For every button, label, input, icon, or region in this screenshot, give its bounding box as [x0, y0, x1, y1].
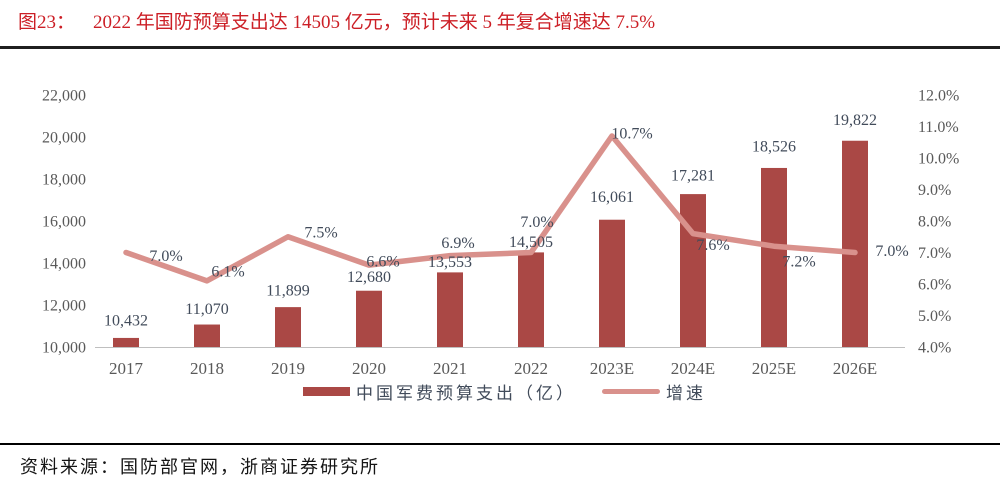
y-axis-right-tick: 6.0%	[918, 277, 951, 294]
bar-value-label-2024E: 17,281	[671, 168, 715, 185]
figure-number: 图23：	[18, 12, 76, 33]
growth-value-label-2017: 7.0%	[149, 248, 182, 265]
y-axis-left-tick: 20,000	[42, 130, 86, 147]
bar-value-label-2017: 10,432	[104, 312, 148, 329]
growth-rate-line	[123, 133, 858, 284]
x-axis-label-2020: 2020	[352, 359, 386, 378]
growth-value-label-2020: 6.6%	[366, 254, 399, 271]
bar-value-label-2022: 14,505	[509, 234, 553, 251]
bar-2020	[356, 290, 382, 347]
bar-value-label-2020: 12,680	[347, 269, 391, 286]
x-axis-label-2021: 2021	[433, 359, 467, 378]
bar-value-label-2019: 11,899	[266, 283, 309, 300]
y-axis-right-tick: 7.0%	[918, 245, 951, 262]
y-axis-left-tick: 22,000	[42, 88, 86, 105]
bar-value-label-2021: 13,553	[428, 254, 472, 271]
growth-value-label-2023E: 10.7%	[611, 125, 652, 142]
figure-title-text: 2022 年国防预算支出达 14505 亿元，预计未来 5 年复合增速达 7.5…	[93, 12, 656, 33]
growth-value-label-2026E: 7.0%	[875, 243, 908, 260]
y-axis-right-tick: 10.0%	[918, 151, 959, 168]
y-axis-right-tick: 5.0%	[918, 308, 951, 325]
growth-value-label-2024E: 7.6%	[696, 237, 729, 254]
growth-value-label-2025E: 7.2%	[782, 254, 815, 271]
growth-value-label-2021: 6.9%	[441, 235, 474, 252]
y-axis-right-tick: 8.0%	[918, 214, 951, 231]
legend-line-swatch-icon	[602, 389, 660, 394]
bar-2019	[275, 307, 301, 347]
x-axis-label-2019: 2019	[271, 359, 305, 378]
growth-value-label-2018: 6.1%	[211, 263, 244, 280]
legend-item-bars: 中国军费预算支出（亿）	[303, 379, 576, 404]
y-axis-left-tick: 12,000	[42, 298, 86, 315]
bar-2024E	[680, 194, 706, 347]
y-axis-left-tick: 14,000	[42, 256, 86, 273]
growth-value-label-2022: 7.0%	[520, 214, 553, 231]
y-axis-right-tick: 4.0%	[918, 340, 951, 357]
bar-value-label-2018: 11,070	[185, 301, 228, 318]
y-axis-right-tick: 12.0%	[918, 88, 959, 105]
title-divider	[0, 46, 1000, 49]
legend-bar-swatch-icon	[303, 387, 350, 396]
chart-legend: 中国军费预算支出（亿） 增速	[303, 379, 706, 404]
source-note: 资料来源：国防部官网，浙商证券研究所	[20, 457, 380, 477]
legend-item-line: 增速	[602, 379, 706, 404]
y-axis-left-tick: 10,000	[42, 340, 86, 357]
x-axis-label-2022: 2022	[514, 359, 548, 378]
bar-value-label-2025E: 18,526	[752, 138, 796, 155]
bar-2017	[113, 337, 139, 347]
y-axis-left-tick: 16,000	[42, 214, 86, 231]
x-axis-label-2018: 2018	[190, 359, 224, 378]
growth-value-label-2019: 7.5%	[304, 224, 337, 241]
x-axis-label-2017: 2017	[109, 359, 144, 378]
legend-line-label: 增速	[666, 384, 706, 403]
y-axis-right-tick: 9.0%	[918, 182, 951, 199]
x-axis-label-2025E: 2025E	[752, 359, 796, 378]
chart-canvas: 10,000 12,000 14,000 16,000 18,000 20,000 22,0…	[42, 88, 959, 379]
bar-2021	[437, 272, 463, 347]
bar-2022	[518, 252, 544, 347]
source-divider	[0, 443, 1000, 445]
x-axis-label-2024E: 2024E	[671, 359, 715, 378]
bar-2026E	[842, 140, 868, 347]
x-axis-label-2023E: 2023E	[590, 359, 634, 378]
bar-value-label-2026E: 19,822	[833, 112, 877, 129]
bar-2025E	[761, 167, 787, 347]
bar-2023E	[599, 219, 625, 347]
bar-value-label-2023E: 16,061	[590, 189, 634, 206]
y-axis-right-tick: 11.0%	[918, 119, 959, 136]
x-axis-label-2026E: 2026E	[833, 359, 877, 378]
figure-title: 图23： 2022 年国防预算支出达 14505 亿元，预计未来 5 年复合增速达…	[18, 11, 655, 35]
y-axis-left-tick: 18,000	[42, 172, 86, 189]
bar-2018	[194, 324, 220, 347]
legend-bar-label: 中国军费预算支出（亿）	[356, 384, 576, 403]
